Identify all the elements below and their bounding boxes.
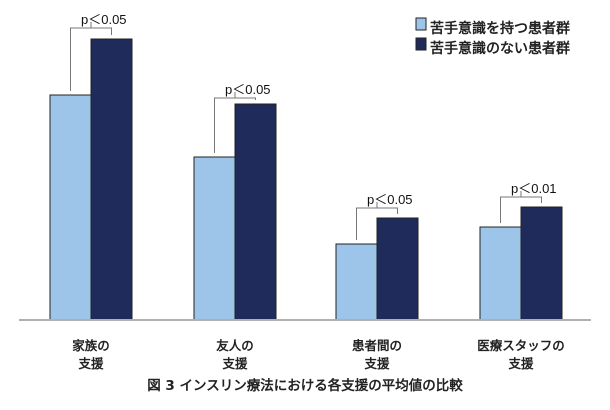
category-label: 支援 [77,356,104,371]
p-value-label: p＜0.05 [81,12,127,27]
category-label: 支援 [363,356,390,371]
category-label: 支援 [507,356,534,371]
legend-swatch-series-2 [415,37,427,51]
legend-swatch-series-1 [415,17,427,31]
bar-without-aversion-0 [90,38,133,321]
p-value-label: p＜0.05 [367,192,413,207]
category-label: 医療スタッフの [477,338,565,353]
bar-with-aversion-3 [479,226,522,321]
legend: 苦手意識を持つ患者群 苦手意識のない患者群 [415,17,570,57]
p-value-label: p＜0.05 [225,82,271,97]
bar-with-aversion-2 [335,243,378,321]
bar-without-aversion-1 [234,103,277,321]
category-label: 支援 [221,356,248,371]
category-label: 家族の [72,338,110,353]
p-value-label: p＜0.01 [511,181,557,196]
legend-label-series-2: 苦手意識のない患者群 [430,40,570,57]
bar-with-aversion-0 [49,94,92,321]
chart-caption: 図 3 インスリン療法における各支援の平均値の比較 [147,377,463,394]
category-label: 患者間の [352,338,402,353]
bar-without-aversion-3 [520,206,563,321]
bar-without-aversion-2 [376,217,419,321]
bar-with-aversion-1 [193,156,236,321]
legend-label-series-1: 苦手意識を持つ患者群 [430,20,570,37]
category-label: 友人の [215,338,254,353]
